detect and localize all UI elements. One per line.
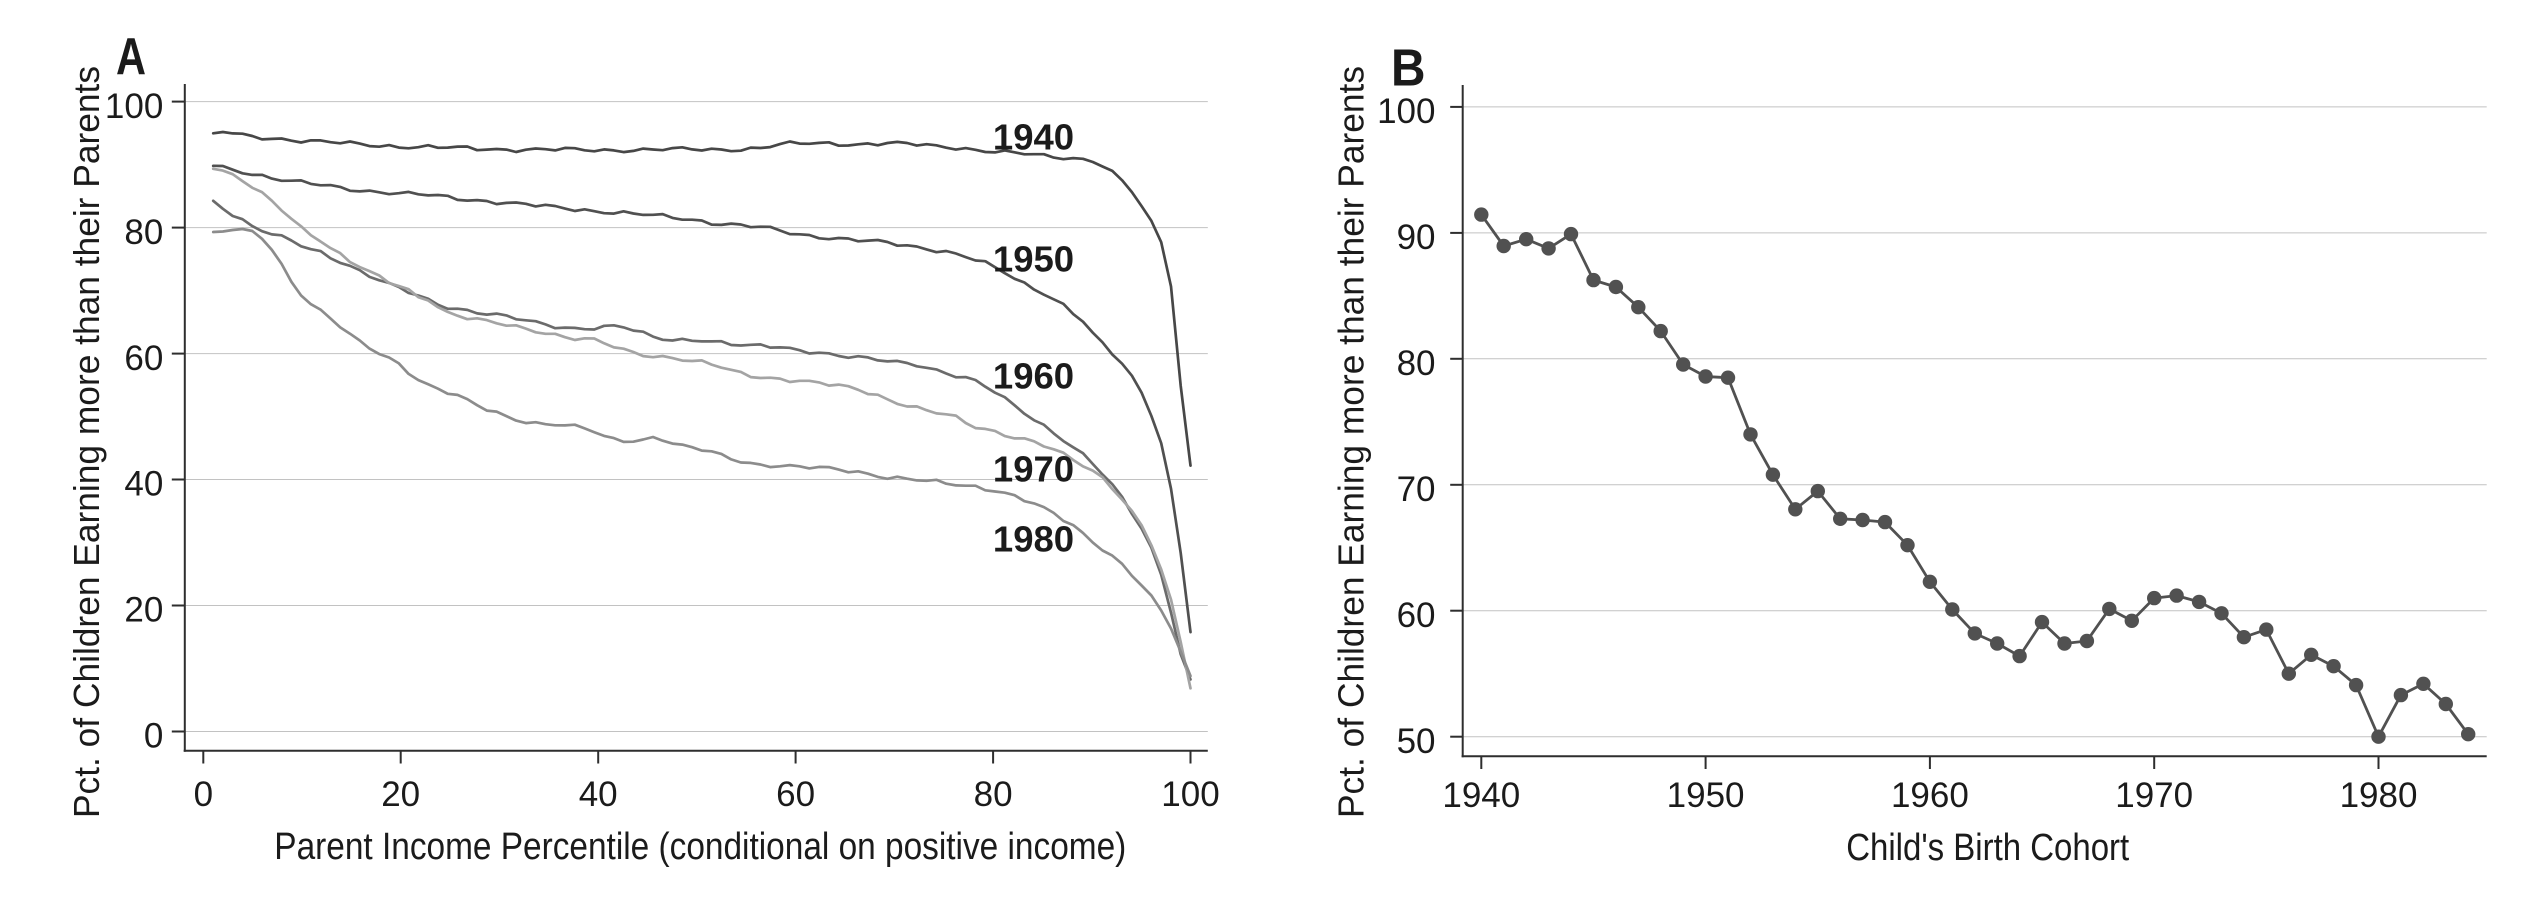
svg-text:1950: 1950 [1667, 776, 1745, 815]
svg-text:60: 60 [1397, 596, 1436, 635]
svg-text:Child's Birth Cohort: Child's Birth Cohort [1846, 827, 2129, 869]
svg-text:60: 60 [776, 775, 815, 814]
svg-text:Pct. of Children Earning more: Pct. of Children Earning more than their… [1331, 66, 1372, 818]
svg-text:80: 80 [974, 775, 1013, 814]
svg-text:100: 100 [105, 87, 163, 126]
svg-text:1950: 1950 [993, 239, 1074, 280]
svg-text:1980: 1980 [993, 519, 1074, 560]
svg-text:80: 80 [124, 213, 163, 252]
svg-text:Pct. of Children Earning more: Pct. of Children Earning more than their… [66, 66, 107, 818]
svg-text:1940: 1940 [993, 117, 1074, 158]
svg-text:90: 90 [1397, 218, 1436, 257]
svg-text:40: 40 [579, 775, 618, 814]
svg-text:20: 20 [381, 775, 420, 814]
svg-text:Parent Income Percentile (cond: Parent Income Percentile (conditional on… [274, 826, 1126, 868]
svg-text:60: 60 [124, 339, 163, 378]
svg-text:50: 50 [1397, 722, 1436, 761]
svg-text:100: 100 [1161, 775, 1219, 814]
svg-text:1970: 1970 [993, 449, 1074, 490]
svg-text:0: 0 [194, 775, 213, 814]
svg-text:40: 40 [124, 465, 163, 504]
svg-text:70: 70 [1397, 470, 1436, 509]
svg-text:1960: 1960 [993, 355, 1074, 396]
svg-text:1940: 1940 [1442, 776, 1520, 815]
svg-text:1960: 1960 [1891, 776, 1969, 815]
svg-text:100: 100 [1377, 92, 1435, 131]
svg-text:80: 80 [1397, 344, 1436, 383]
svg-text:0: 0 [144, 717, 163, 756]
svg-text:A: A [116, 28, 146, 86]
svg-text:20: 20 [124, 591, 163, 630]
svg-text:1970: 1970 [2115, 776, 2193, 815]
svg-text:1980: 1980 [2340, 776, 2418, 815]
svg-text:B: B [1391, 39, 1426, 97]
